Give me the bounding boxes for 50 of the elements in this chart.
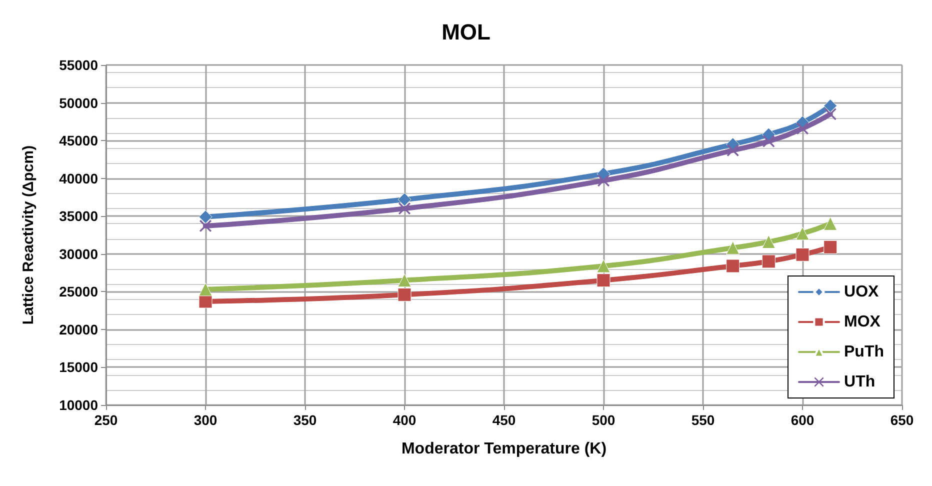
point (824, 108, 836, 120)
x-tick-label: 400 (392, 412, 416, 428)
y-tick-label: 25000 (59, 284, 98, 300)
point (762, 235, 776, 249)
point (726, 259, 740, 273)
chart-title: MOL (442, 20, 490, 44)
x-tick-label: 600 (790, 412, 814, 428)
x-tick-label: 450 (492, 412, 516, 428)
point (596, 259, 610, 273)
point (200, 220, 212, 232)
legend-label: UOX (844, 284, 880, 300)
y-tick-label: 15000 (59, 359, 98, 376)
x-tick-label: 500 (592, 412, 616, 428)
point (596, 274, 610, 288)
point (726, 241, 740, 255)
point (398, 288, 412, 302)
y-tick-label: 40000 (59, 170, 98, 186)
point (398, 192, 412, 206)
y-tick-label: 50000 (59, 94, 98, 111)
point (796, 248, 810, 262)
x-tick-label: 650 (890, 412, 914, 428)
legend-label: MOX (844, 314, 881, 330)
y-tick-label: 55000 (59, 57, 98, 73)
y-tick-label: 20000 (59, 321, 98, 338)
point (726, 144, 739, 156)
point (796, 122, 808, 134)
point (198, 210, 212, 224)
y-tick-label: 45000 (59, 132, 98, 149)
x-axis-title: Moderator Temperature (K) (401, 440, 607, 458)
point (824, 99, 838, 113)
legend-label: PuTh (844, 344, 884, 360)
x-tick-label: 300 (194, 412, 218, 428)
point (398, 202, 410, 215)
y-tick-label: 10000 (59, 397, 98, 413)
y-axis-title: Lattice Reactivity (Δpcm) (20, 145, 37, 325)
point (762, 135, 775, 148)
y-tick-label: 30000 (59, 246, 98, 262)
point (598, 174, 610, 187)
point (762, 254, 776, 268)
point (198, 282, 212, 296)
point (398, 274, 412, 288)
x-tick-label: 550 (691, 412, 715, 428)
legend-label: UTh (844, 374, 876, 390)
point (796, 226, 810, 240)
x-tick-label: 350 (293, 412, 317, 428)
y-tick-label: 35000 (59, 208, 98, 224)
point (824, 216, 838, 230)
x-tick-label: 250 (94, 412, 118, 428)
point (198, 294, 212, 308)
point (824, 240, 838, 254)
